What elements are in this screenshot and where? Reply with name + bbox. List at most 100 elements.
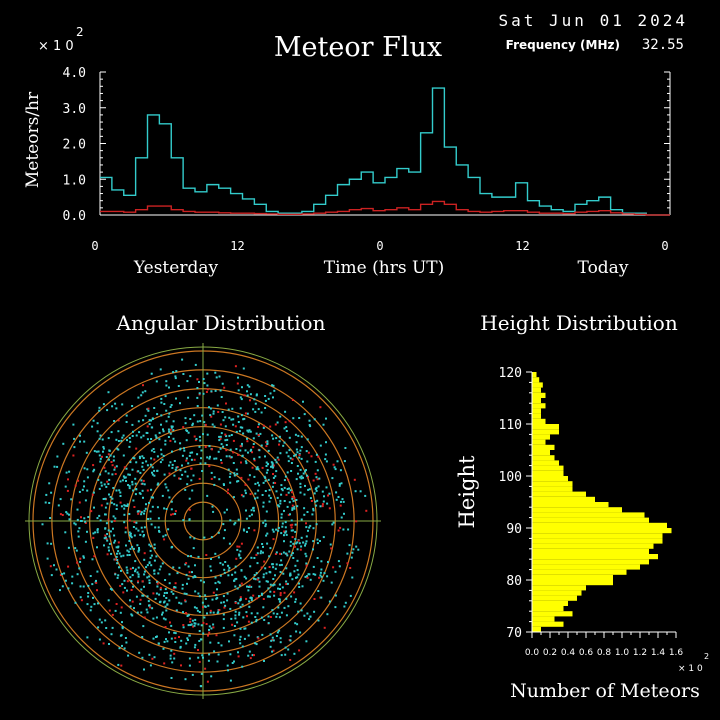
angular-point [148,423,151,426]
angular-point [235,448,238,450]
angular-point [318,576,321,579]
angular-point [165,384,168,387]
angular-point [154,526,157,529]
angular-point [323,626,326,629]
angular-point [344,447,347,449]
angular-point [185,592,188,595]
angular-point [269,645,272,648]
angular-point [174,510,177,513]
angular-point [158,530,161,533]
angular-point [269,392,272,395]
angular-point [170,404,173,406]
flux-x-tick-label: 0 [661,239,668,253]
angular-point [184,488,187,491]
angular-point [261,494,264,496]
angular-point [243,575,246,578]
angular-point [253,577,255,580]
angular-point [165,597,168,599]
angular-point [168,496,171,499]
angular-point [200,449,203,452]
angular-point [122,434,125,437]
angular-point [115,555,118,558]
angular-point [176,572,179,575]
angular-point [87,595,90,598]
angular-point [108,542,111,545]
angular-point [119,501,122,504]
angular-point [332,566,335,569]
angular-point [114,466,116,469]
angular-point [340,500,342,503]
height-y-tick-label: 110 [499,418,522,433]
angular-point [109,496,112,498]
angular-point [249,493,252,496]
angular-point [305,564,308,567]
angular-point [190,458,193,461]
angular-point [279,452,282,455]
angular-point [280,559,283,562]
angular-point [172,437,175,440]
angular-point [136,611,139,614]
angular-point [179,469,182,472]
angular-point [309,578,312,581]
angular-point [128,540,131,542]
angular-point [284,421,287,424]
angular-point [148,441,151,444]
angular-point [334,570,337,573]
angular-point [122,554,125,557]
angular-point [272,481,275,484]
angular-point [232,423,235,426]
angular-point [291,536,294,539]
angular-point [248,650,251,653]
angular-point [167,489,170,492]
angular-point [137,510,140,513]
angular-point [316,469,319,472]
angular-point [224,561,227,563]
angular-point [309,524,312,527]
angular-point [247,589,250,592]
angular-point [115,546,118,549]
angular-point [156,413,159,416]
angular-point [247,451,249,454]
angular-point [268,570,271,573]
angular-point [308,573,311,576]
angular-point [102,446,105,448]
angular-point [343,512,345,515]
angular-point [170,677,173,679]
angular-point [78,490,81,493]
angular-point [173,586,176,588]
angular-point [151,473,154,476]
angular-point [203,382,206,385]
angular-point [113,541,116,544]
angular-point [293,570,296,573]
angular-point [234,585,237,588]
angular-point [346,562,349,565]
angular-point [235,430,238,433]
angular-point [114,539,117,542]
angular-point [176,466,179,468]
angular-point [237,421,240,423]
angular-point [155,616,158,619]
angular-point [280,513,283,516]
angular-point [139,602,142,605]
angular-point [148,561,151,564]
angular-point [247,654,250,657]
angular-point [96,528,99,531]
angular-point [279,552,282,555]
angular-point [294,530,297,533]
angular-point [273,389,276,392]
angular-point [283,427,286,430]
angular-point [222,483,225,486]
angular-point [272,649,275,652]
angular-point [186,637,189,640]
angular-point [64,485,67,488]
angular-point [272,396,274,399]
angular-point [107,458,110,461]
angular-point [104,619,107,622]
angular-point [274,567,277,570]
angular-point [164,588,167,591]
angular-point [115,465,118,468]
angular-point [284,653,287,656]
angular-point [305,555,308,558]
angular-point [110,520,113,523]
angular-point [276,631,279,634]
